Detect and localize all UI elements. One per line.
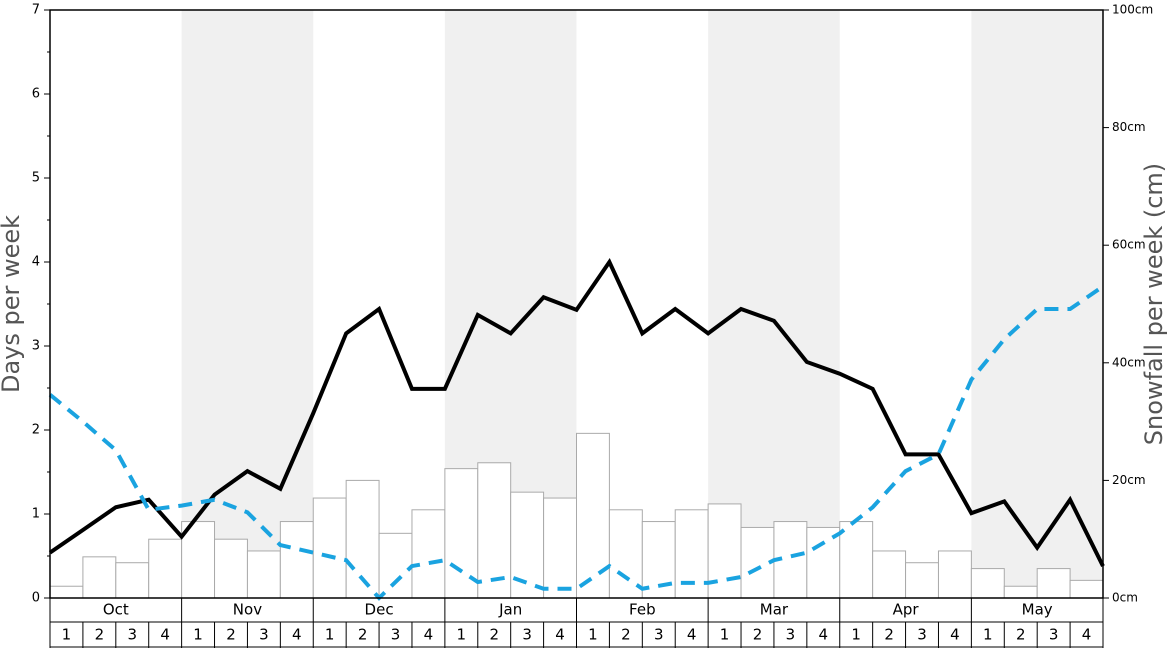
bar [740, 526, 775, 599]
week-label: 2 [489, 626, 499, 644]
bar [839, 521, 874, 599]
week-label: 3 [1049, 626, 1059, 644]
month-label: Nov [233, 601, 262, 619]
y-tick-label: 1 [32, 507, 40, 522]
month-label: Oct [103, 601, 129, 619]
week-label: 4 [555, 626, 565, 644]
week-label: 1 [457, 626, 467, 644]
week-label: 1 [851, 626, 861, 644]
week-label: 3 [786, 626, 796, 644]
y-tick-label: 2 [32, 423, 40, 438]
bar [312, 497, 347, 599]
y2-tick-label: 80cm [1112, 120, 1146, 134]
bar [49, 585, 84, 599]
week-label: 4 [1082, 626, 1092, 644]
bar [510, 491, 545, 599]
week-label: 1 [983, 626, 993, 644]
week-label: 4 [687, 626, 697, 644]
week-label: 1 [62, 626, 72, 644]
y-tick-label: 6 [32, 87, 40, 102]
bar [970, 568, 1005, 599]
line-series [48, 284, 1105, 601]
week-label: 2 [621, 626, 631, 644]
bar [806, 526, 841, 599]
bar [378, 532, 413, 599]
bar [246, 550, 281, 599]
week-label: 2 [753, 626, 763, 644]
week-label: 3 [391, 626, 401, 644]
week-label: 1 [325, 626, 335, 644]
week-label: 3 [917, 626, 927, 644]
month-label: Jan [498, 601, 522, 619]
week-label: 4 [424, 626, 434, 644]
bar [279, 521, 314, 599]
week-label: 2 [884, 626, 894, 644]
bar [1003, 585, 1038, 599]
y2-tick-label: 20cm [1112, 473, 1146, 487]
y2-tick-label: 40cm [1112, 355, 1146, 369]
bar [115, 562, 150, 599]
month-label: Dec [365, 601, 394, 619]
bar [576, 432, 610, 599]
y2-tick-label: 60cm [1112, 238, 1146, 252]
y-tick-label: 3 [32, 339, 40, 354]
y2-tick-label: 100cm [1112, 3, 1153, 17]
week-label: 2 [358, 626, 368, 644]
week-label: 3 [127, 626, 137, 644]
bar [1036, 568, 1071, 599]
bar [411, 509, 446, 599]
month-label: May [1022, 601, 1053, 619]
y-tick-label: 7 [32, 3, 40, 18]
y-tick-label: 4 [32, 255, 40, 270]
week-label: 1 [193, 626, 203, 644]
week-label: 1 [588, 626, 598, 644]
bar [872, 550, 907, 599]
month-label: Apr [893, 601, 920, 619]
week-label: 2 [226, 626, 236, 644]
bar [82, 556, 117, 599]
week-label: 4 [950, 626, 960, 644]
week-label: 4 [292, 626, 302, 644]
month-label: Feb [629, 601, 656, 619]
line-series [48, 257, 1105, 567]
week-label: 4 [819, 626, 829, 644]
bar [148, 538, 183, 599]
y-tick-label: 5 [32, 171, 40, 186]
week-label: 4 [160, 626, 170, 644]
week-label: 2 [1016, 626, 1026, 644]
bar [905, 562, 939, 599]
month-shade [971, 10, 1103, 598]
week-label: 2 [95, 626, 105, 644]
bar [1069, 579, 1104, 599]
week-label: 3 [654, 626, 664, 644]
month-shade [708, 10, 840, 598]
bar [937, 550, 972, 599]
y-tick-label: 0 [32, 591, 40, 606]
week-label: 1 [720, 626, 730, 644]
y2-axis-label: Snowfall per week (cm) [1140, 163, 1168, 445]
week-label: 3 [522, 626, 532, 644]
month-label: Mar [760, 601, 789, 619]
y-axis-label: Days per week [0, 215, 25, 393]
week-label: 3 [259, 626, 269, 644]
bar [543, 497, 577, 599]
bar [214, 538, 248, 599]
y2-tick-label: 0cm [1112, 591, 1138, 605]
